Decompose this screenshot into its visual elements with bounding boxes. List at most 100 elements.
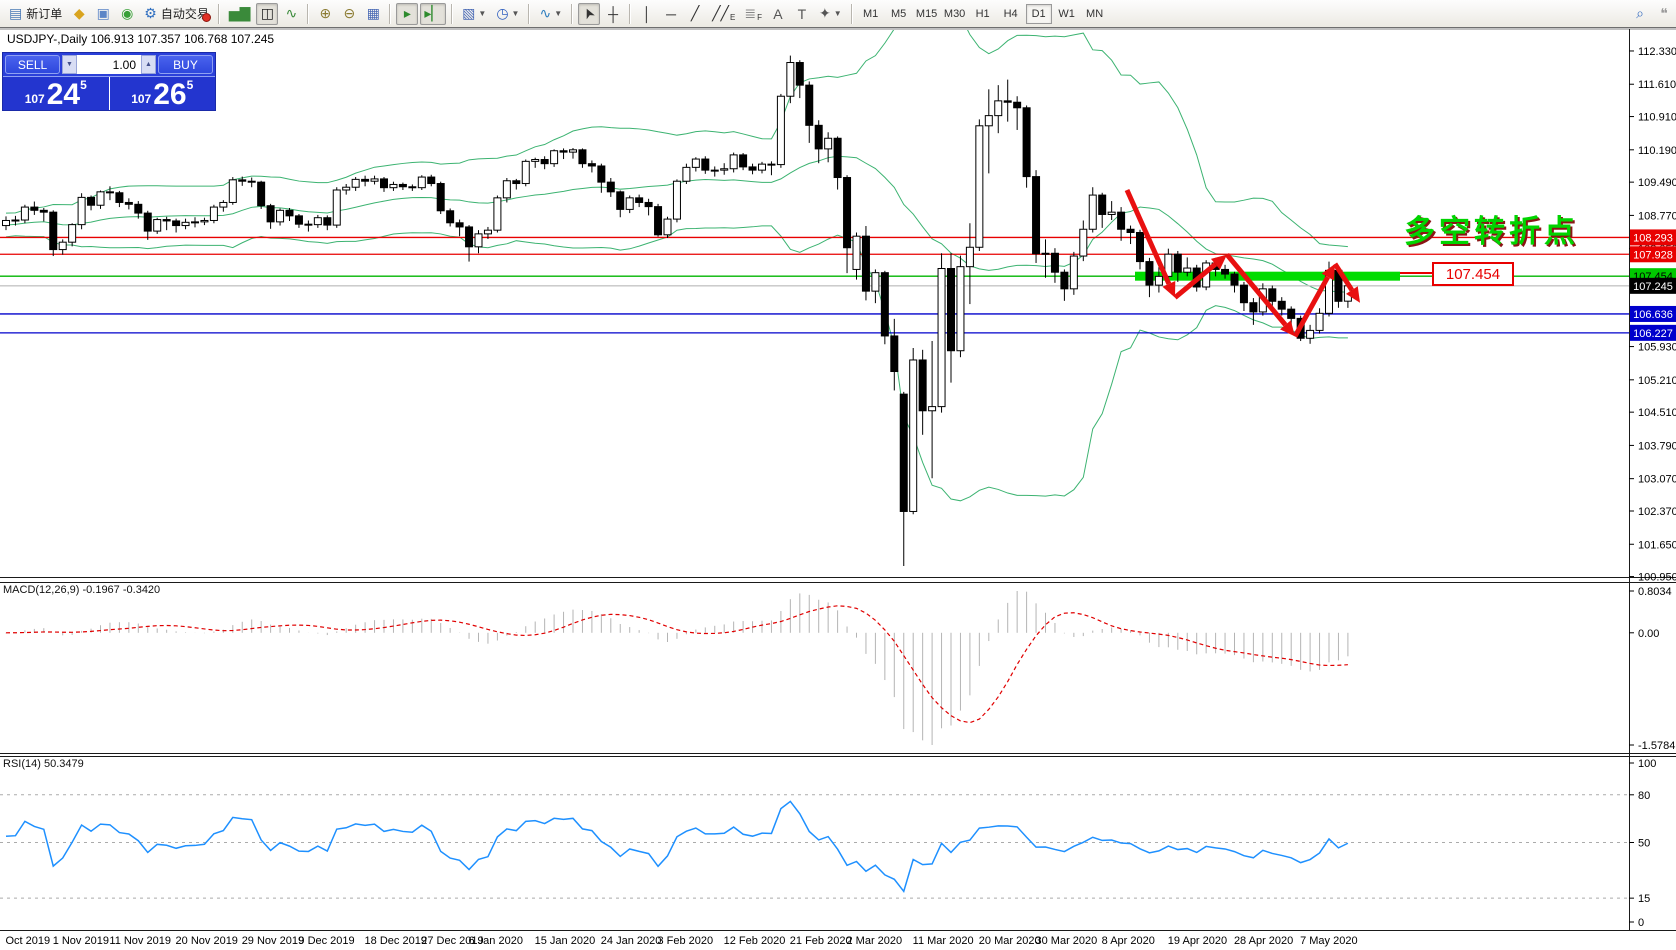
sell-price[interactable]: 107 24 5 <box>3 77 110 110</box>
bar-chart-icon: ▅▇ <box>228 5 251 21</box>
fibonacci-button[interactable]: ≣ F <box>740 3 765 25</box>
sell-price-handle: 107 <box>24 92 45 106</box>
crosshair-button[interactable]: ┼ <box>602 3 624 25</box>
svg-text:21 Feb 2020: 21 Feb 2020 <box>790 935 852 947</box>
text-label-button[interactable]: T <box>791 3 813 25</box>
timeframe-w1-button[interactable]: W1 <box>1058 7 1075 20</box>
sell-button[interactable]: SELL <box>5 55 60 74</box>
cursor-button[interactable]: ➤ <box>578 2 601 25</box>
svg-text:108.770: 108.770 <box>1638 210 1676 222</box>
svg-text:110.910: 110.910 <box>1638 112 1676 124</box>
svg-text:105.210: 105.210 <box>1638 375 1676 387</box>
community-button[interactable]: ◉ <box>116 3 138 25</box>
toolbar-separator <box>217 3 220 24</box>
volume-input[interactable] <box>77 55 141 74</box>
new-chart-dropdown-caret[interactable]: ▼ <box>478 9 487 18</box>
svg-text:20 Nov 2019: 20 Nov 2019 <box>176 935 238 947</box>
buy-price-handle: 107 <box>131 92 152 106</box>
chart-shift-icon: ▸▏ <box>424 5 443 21</box>
new-chart-button[interactable]: ▧ ▼ <box>458 3 490 25</box>
trendline-button[interactable]: ╱ <box>684 3 706 25</box>
svg-text:0.8034: 0.8034 <box>1638 586 1672 598</box>
buy-price[interactable]: 107 26 5 <box>109 77 215 110</box>
timeframe-m1-button[interactable]: M1 <box>862 7 879 20</box>
arrows-button[interactable]: ✦ ▼ <box>815 3 846 25</box>
svg-text:-1.5784: -1.5784 <box>1638 740 1675 752</box>
indicators-button[interactable]: ∿ ▼ <box>535 3 566 25</box>
equidistant-channel-button[interactable]: ╱╱ E <box>708 3 738 25</box>
data-window-button[interactable]: ▣ <box>92 3 114 25</box>
zoom-in-icon: ⊕ <box>319 5 332 21</box>
turning-point-annotation[interactable]: 多空转折点 <box>1404 214 1579 249</box>
volume-increase-button[interactable]: ▲ <box>141 55 156 74</box>
timeframe-h4-button[interactable]: H4 <box>1003 7 1018 20</box>
new-order-button[interactable]: ▤ 新订单 <box>5 3 66 25</box>
autotrading-icon: ⚙ <box>144 5 157 21</box>
auto-scroll-icon: ▸ <box>403 5 411 21</box>
text-button[interactable]: A <box>767 3 789 25</box>
zoom-in-button[interactable]: ⊕ <box>314 3 336 25</box>
svg-text:105.930: 105.930 <box>1638 342 1676 354</box>
timeframe-m30-button[interactable]: M30 <box>943 7 966 20</box>
line-chart-button[interactable]: ∿ <box>280 3 302 25</box>
timeframe-h1-button[interactable]: H1 <box>975 7 990 20</box>
chat-button[interactable]: ❝ <box>1653 3 1675 25</box>
svg-text:110.190: 110.190 <box>1638 145 1676 157</box>
svg-text:18 Dec 2019: 18 Dec 2019 <box>365 935 427 947</box>
new-order-icon: ▤ <box>9 5 23 21</box>
chart-shift-button[interactable]: ▸▏ <box>420 2 447 25</box>
toolbar-separator <box>850 3 853 24</box>
timeframe-m15-button[interactable]: M15 <box>915 7 938 20</box>
profiles-button[interactable]: ◷ ▼ <box>492 3 523 25</box>
timeframe-d1-button[interactable]: D1 <box>1025 3 1052 24</box>
price-callout-box[interactable]: 107.454 <box>1432 262 1514 286</box>
chart-canvas[interactable]: 112.330 111.610 110.910 110.190 109.490 108.7… <box>0 28 1676 950</box>
new-order-label: 新订单 <box>26 7 63 21</box>
svg-text:112.330: 112.330 <box>1638 46 1676 58</box>
horizontal-line-button[interactable]: ─ <box>660 3 682 25</box>
community-icon: ◉ <box>121 5 134 21</box>
svg-text:108.293: 108.293 <box>1633 232 1673 244</box>
profiles-dropdown-caret[interactable]: ▼ <box>511 9 520 18</box>
svg-text:100: 100 <box>1638 758 1656 770</box>
svg-text:80: 80 <box>1638 790 1650 802</box>
svg-text:30 Mar 2020: 30 Mar 2020 <box>1036 935 1098 947</box>
arrows-dropdown-caret[interactable]: ▼ <box>833 9 842 18</box>
svg-text:24 Jan 2020: 24 Jan 2020 <box>601 935 662 947</box>
svg-text:27 Dec 2019: 27 Dec 2019 <box>421 935 483 947</box>
rsi-indicator-label: RSI(14) 50.3479 <box>3 758 84 770</box>
candlestick-chart-button[interactable]: ◫ <box>256 2 279 25</box>
vertical-line-button[interactable]: │ <box>636 3 658 25</box>
sell-price-point: 5 <box>80 78 87 92</box>
indicators-dropdown-caret[interactable]: ▼ <box>554 9 563 18</box>
svg-text:0.00: 0.00 <box>1638 628 1659 640</box>
autotrading-label: 自动交易 <box>160 7 209 21</box>
svg-text:103.790: 103.790 <box>1638 440 1676 452</box>
svg-text:104.510: 104.510 <box>1638 407 1676 419</box>
auto-scroll-button[interactable]: ▸ <box>396 2 419 25</box>
trendline-icon: ╱ <box>690 5 700 21</box>
tile-windows-button[interactable]: ▦ <box>362 3 384 25</box>
zoom-out-button[interactable]: ⊖ <box>338 3 360 25</box>
search-button[interactable]: ⌕ <box>1629 3 1651 25</box>
toolbar-separator <box>307 3 310 24</box>
bar-chart-button[interactable]: ▅▇ <box>225 3 255 25</box>
svg-text:15: 15 <box>1638 893 1650 905</box>
metaeditor-button[interactable]: ◆ <box>68 3 90 25</box>
data-window-icon: ▣ <box>96 5 110 21</box>
svg-text:6 Jan 2020: 6 Jan 2020 <box>469 935 523 947</box>
autotrading-button[interactable]: ⚙ 自动交易 <box>140 3 213 25</box>
svg-text:9 Dec 2019: 9 Dec 2019 <box>298 935 354 947</box>
callout-connector-line <box>1400 272 1432 274</box>
timeframe-m5-button[interactable]: M5 <box>890 7 907 20</box>
toolbar-separator <box>571 3 574 24</box>
volume-decrease-button[interactable]: ▼ <box>62 55 77 74</box>
svg-text:15 Jan 2020: 15 Jan 2020 <box>535 935 596 947</box>
timeframe-mn-button[interactable]: MN <box>1086 7 1104 20</box>
fibonacci-icon: ≣ <box>744 5 757 21</box>
svg-text:20 Mar 2020: 20 Mar 2020 <box>979 935 1041 947</box>
tile-windows-icon: ▦ <box>366 5 380 21</box>
buy-button[interactable]: BUY <box>158 55 213 74</box>
svg-text:106.636: 106.636 <box>1633 309 1673 321</box>
equidistant-channel-sub-label: E <box>729 13 736 22</box>
